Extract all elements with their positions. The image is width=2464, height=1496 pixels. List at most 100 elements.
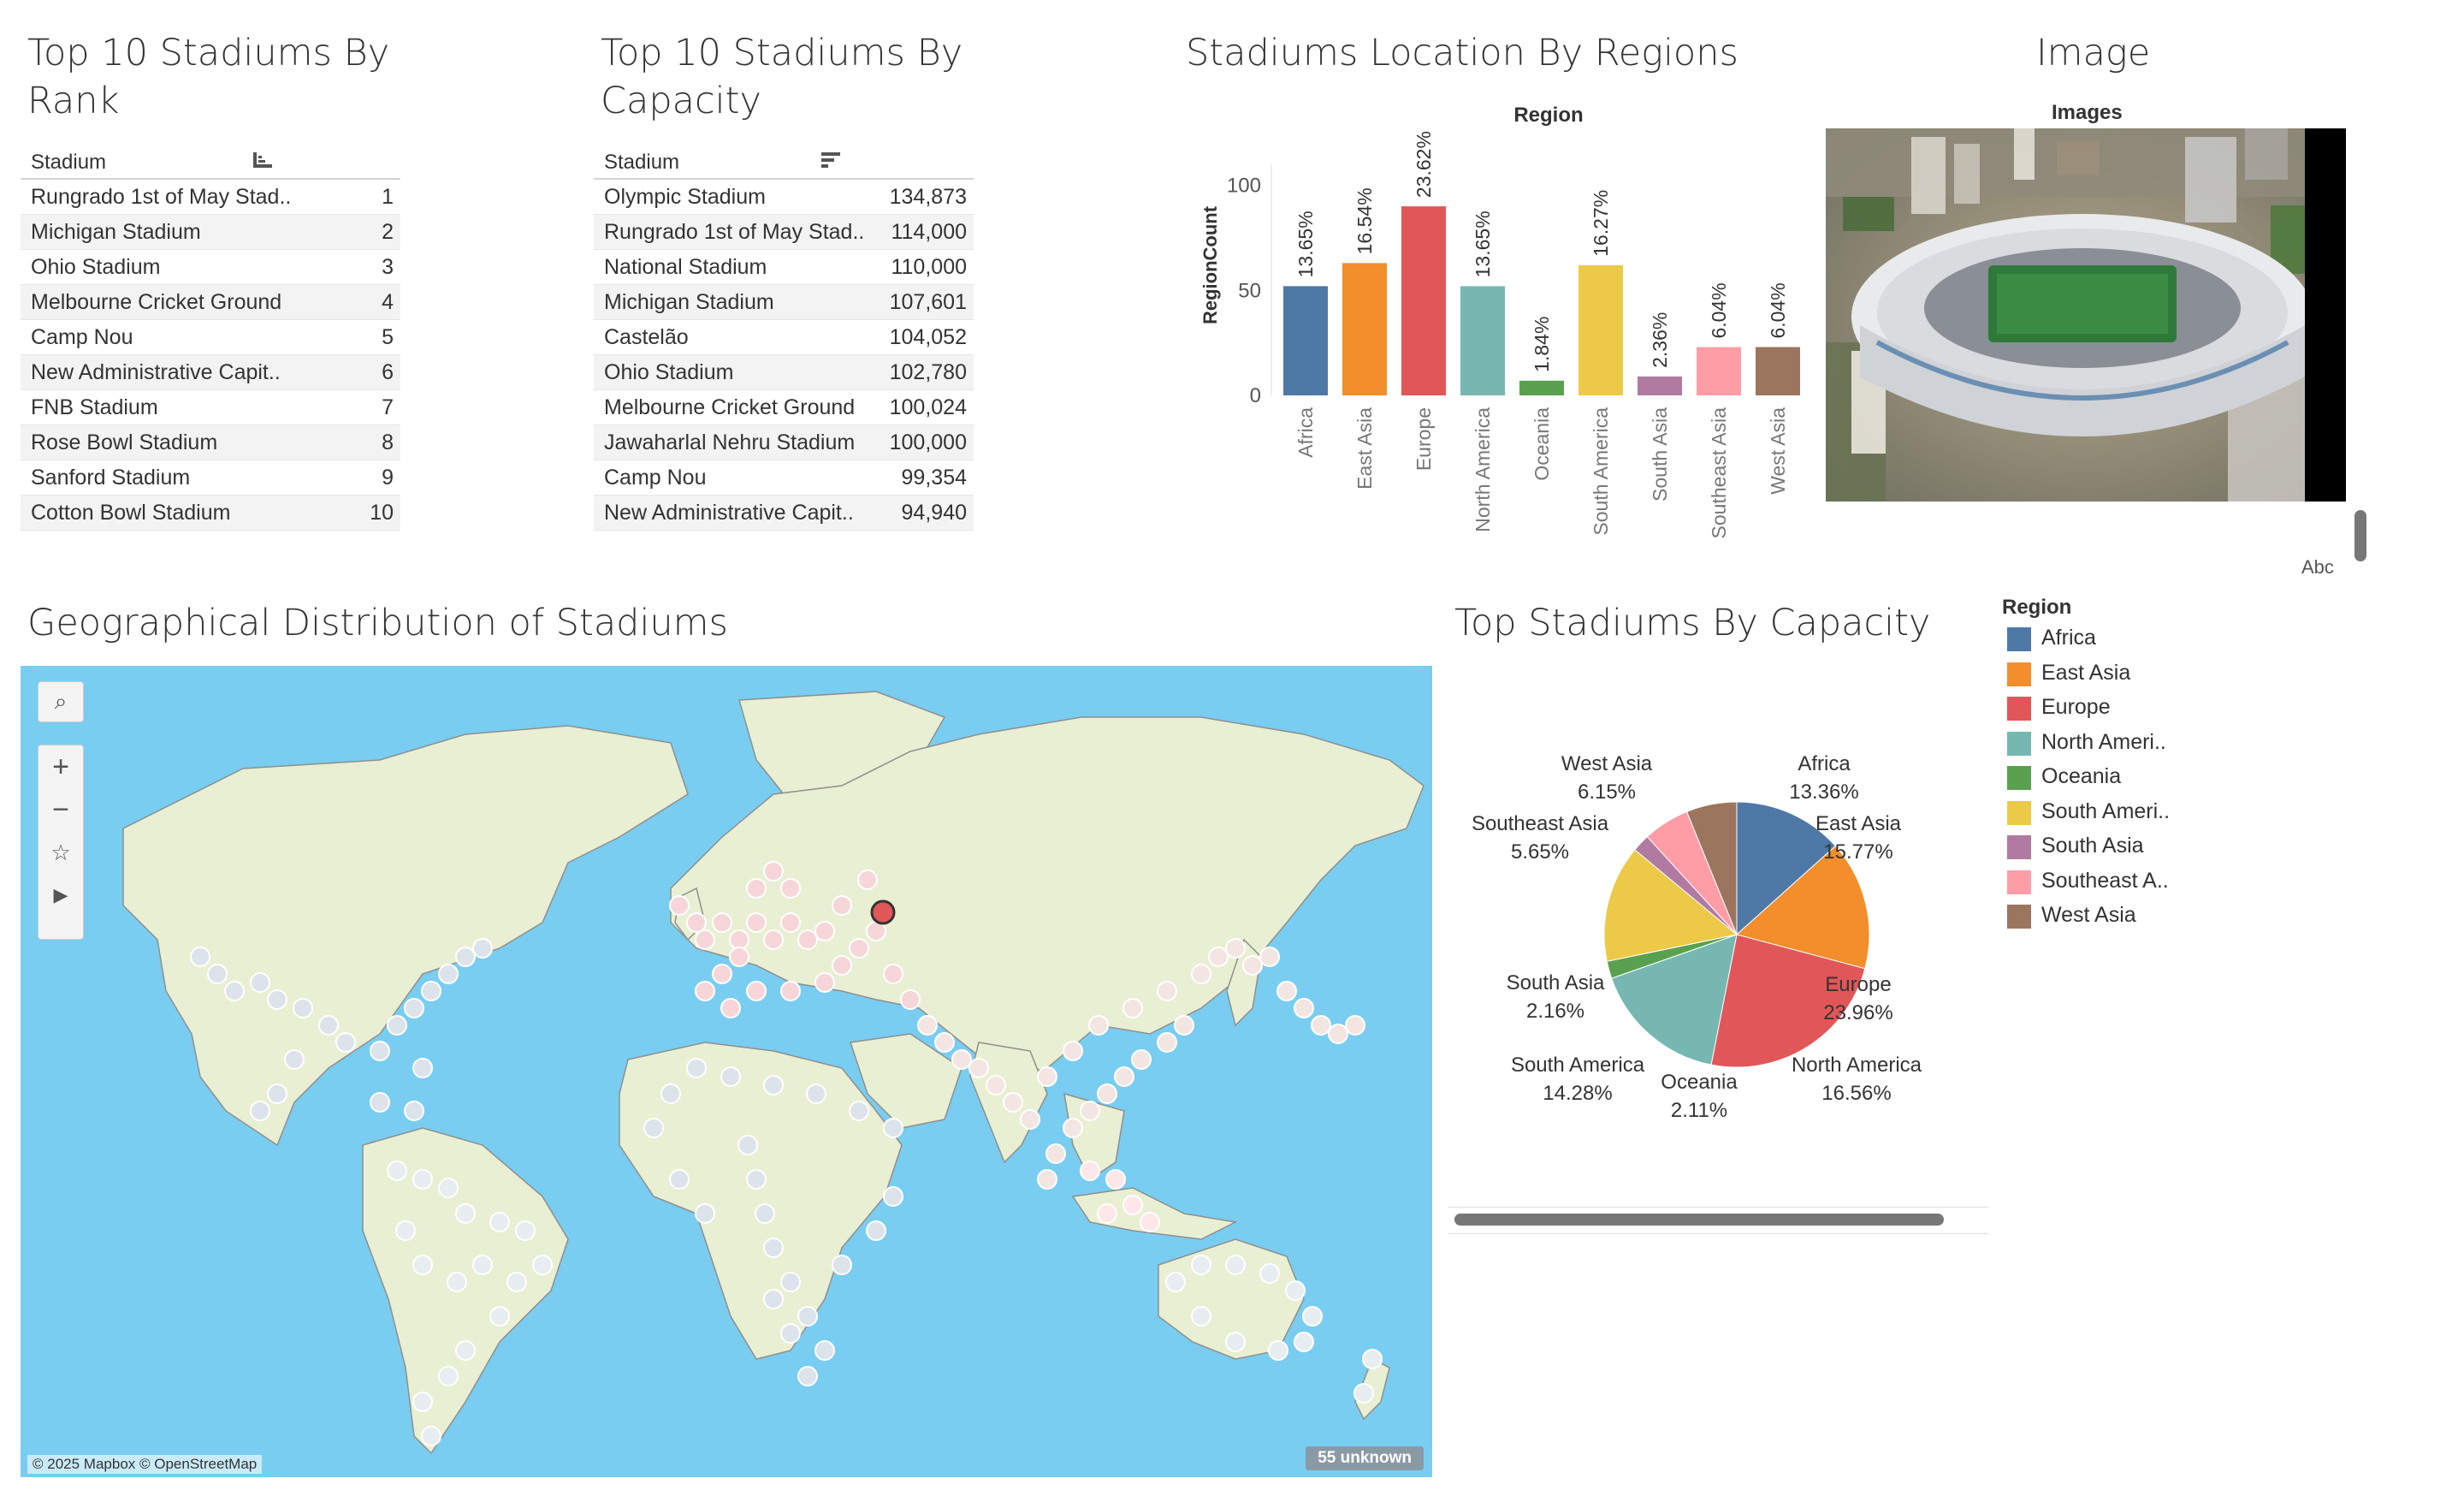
- stadium-marker[interactable]: [1225, 1332, 1246, 1352]
- table-row[interactable]: FNB Stadium 7: [21, 390, 400, 425]
- table-row[interactable]: Ohio Stadium 102,780: [594, 355, 974, 390]
- table-row[interactable]: Rungrado 1st of May Stad.. 114,000: [594, 215, 974, 250]
- stadium-marker[interactable]: [695, 981, 715, 1001]
- stadium-marker[interactable]: [284, 1049, 305, 1070]
- pie-slice-west-asia[interactable]: [1685, 801, 1738, 935]
- stadium-marker[interactable]: [755, 1203, 775, 1224]
- stadium-marker[interactable]: [763, 1238, 784, 1258]
- stadium-marker[interactable]: [455, 1340, 476, 1361]
- stadium-marker[interactable]: [814, 921, 835, 941]
- stadium-marker[interactable]: [1045, 1143, 1066, 1164]
- stadium-marker[interactable]: [780, 1323, 801, 1344]
- stadium-marker[interactable]: [455, 947, 476, 967]
- stadium-marker[interactable]: [968, 1058, 989, 1078]
- zoom-out-icon[interactable]: −: [52, 793, 69, 826]
- stadium-marker[interactable]: [643, 1118, 664, 1138]
- stadium-marker[interactable]: [720, 1066, 741, 1087]
- stadium-marker[interactable]: [1268, 1340, 1288, 1361]
- stadium-marker[interactable]: [1157, 1032, 1177, 1053]
- pie-slice-south-america[interactable]: [1603, 849, 1738, 962]
- stadium-marker[interactable]: [447, 1272, 467, 1292]
- table-row[interactable]: Camp Nou 5: [21, 320, 400, 355]
- table-row[interactable]: New Administrative Capit.. 94,940: [594, 496, 974, 531]
- stadium-marker[interactable]: [832, 1255, 852, 1275]
- play-icon[interactable]: ▶: [53, 884, 68, 905]
- stadium-marker[interactable]: [1063, 1041, 1083, 1061]
- stadium-marker[interactable]: [1122, 998, 1143, 1018]
- stadium-marker[interactable]: [737, 1135, 758, 1155]
- table-row[interactable]: Melbourne Cricket Ground 100,024: [594, 390, 974, 425]
- stadium-marker[interactable]: [986, 1075, 1006, 1095]
- table-row[interactable]: Michigan Stadium 2: [21, 215, 400, 250]
- table-row[interactable]: Rungrado 1st of May Stad.. 1: [21, 180, 400, 215]
- pie-panel-scrollbar[interactable]: [1454, 1214, 1944, 1226]
- stadium-marker[interactable]: [797, 1306, 818, 1327]
- stadium-marker[interactable]: [806, 1083, 826, 1104]
- stadium-marker[interactable]: [669, 895, 690, 916]
- stadium-marker[interactable]: [763, 1075, 784, 1095]
- stadium-marker[interactable]: [729, 929, 749, 950]
- map-zoom-controls[interactable]: + − ☆ ▶: [38, 745, 84, 940]
- stadium-marker[interactable]: [1311, 1015, 1331, 1036]
- stadium-marker[interactable]: [1105, 1169, 1126, 1190]
- stadium-marker[interactable]: [250, 1101, 270, 1121]
- rank-table-header[interactable]: Stadium: [21, 144, 400, 180]
- stadium-marker[interactable]: [224, 981, 245, 1001]
- map-search-control[interactable]: ⌕: [38, 681, 84, 722]
- pie-slice-north-america[interactable]: [1611, 934, 1738, 1066]
- stadium-marker[interactable]: [438, 964, 459, 984]
- stadium-marker[interactable]: [387, 1015, 407, 1036]
- stadium-marker[interactable]: [660, 1083, 681, 1104]
- stadium-marker[interactable]: [951, 1049, 972, 1070]
- stadium-marker[interactable]: [1191, 1306, 1211, 1327]
- stadium-marker[interactable]: [404, 1101, 424, 1121]
- stadium-marker[interactable]: [1131, 1049, 1152, 1070]
- stadium-marker[interactable]: [250, 972, 270, 993]
- stadium-marker[interactable]: [780, 912, 801, 933]
- stadium-marker[interactable]: [455, 1203, 476, 1224]
- stadium-marker[interactable]: [395, 1220, 416, 1241]
- stadium-marker[interactable]: [746, 912, 767, 933]
- stadium-marker[interactable]: [1259, 947, 1280, 967]
- stadium-marker[interactable]: [421, 981, 441, 1001]
- stadium-marker[interactable]: [814, 972, 835, 993]
- map-attribution[interactable]: © 2025 Mapbox © OpenStreetMap: [27, 1455, 263, 1474]
- stadium-marker[interactable]: [1037, 1066, 1057, 1087]
- stadium-marker[interactable]: [686, 912, 707, 933]
- stadium-marker[interactable]: [746, 981, 767, 1001]
- stadium-marker[interactable]: [412, 1392, 433, 1412]
- stadium-marker[interactable]: [532, 1255, 553, 1275]
- stadium-marker[interactable]: [370, 1092, 390, 1113]
- stadium-marker[interactable]: [404, 998, 424, 1018]
- stadium-marker[interactable]: [1097, 1203, 1117, 1224]
- pie-slice-europe[interactable]: [1710, 934, 1866, 1068]
- stadium-marker[interactable]: [1225, 1255, 1246, 1275]
- stadium-marker[interactable]: [1122, 1195, 1143, 1215]
- stadium-marker[interactable]: [293, 998, 313, 1018]
- sort-descending-icon[interactable]: [821, 152, 840, 169]
- table-row[interactable]: Camp Nou 99,354: [594, 460, 974, 496]
- zoom-in-icon[interactable]: +: [52, 750, 69, 783]
- stadium-marker[interactable]: [1140, 1212, 1160, 1232]
- stadium-marker[interactable]: [472, 938, 493, 959]
- stadium-marker[interactable]: [267, 1083, 287, 1104]
- stadium-marker[interactable]: [1242, 955, 1263, 976]
- stadium-marker[interactable]: [387, 1161, 407, 1181]
- stadium-marker[interactable]: [669, 1169, 690, 1190]
- stadium-marker[interactable]: [438, 1366, 459, 1386]
- stadium-marker[interactable]: [832, 895, 852, 916]
- stadium-marker[interactable]: [412, 1255, 433, 1275]
- pin-clear-icon[interactable]: ☆: [50, 839, 71, 865]
- stadium-marker[interactable]: [900, 989, 921, 1010]
- stadium-marker[interactable]: [1097, 1083, 1117, 1104]
- stadium-marker[interactable]: [780, 878, 801, 899]
- search-icon[interactable]: ⌕: [54, 688, 68, 714]
- stadium-marker[interactable]: [1225, 938, 1246, 959]
- stadium-marker[interactable]: [1088, 1015, 1109, 1036]
- stadium-marker[interactable]: [883, 964, 903, 984]
- stadium-marker[interactable]: [866, 1220, 886, 1241]
- table-row[interactable]: New Administrative Capit.. 6: [21, 355, 400, 390]
- stadium-marker[interactable]: [832, 955, 852, 976]
- stadium-marker[interactable]: [207, 964, 228, 984]
- stadium-marker[interactable]: [686, 1058, 707, 1078]
